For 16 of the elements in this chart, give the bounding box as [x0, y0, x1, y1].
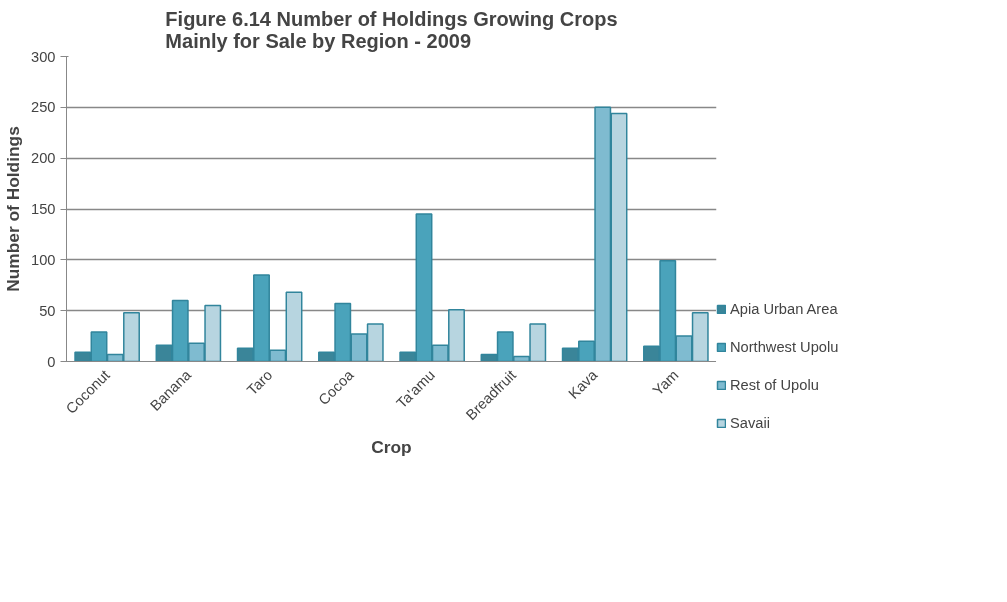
- x-axis-title: Crop: [371, 436, 412, 457]
- x-tick-label: Yam: [649, 366, 682, 399]
- y-tick-label: 300: [31, 48, 56, 65]
- y-tick-label: 200: [31, 150, 56, 167]
- legend-label: Apia Urban Area: [730, 301, 838, 317]
- legend-label: Savaii: [730, 415, 770, 431]
- y-axis-title: Number of Holdings: [3, 126, 24, 292]
- y-tick-label: 100: [31, 251, 56, 268]
- y-tick-label: 150: [31, 201, 56, 217]
- legend-label: Rest of Upolu: [730, 377, 819, 393]
- y-tick-label: 0: [47, 353, 56, 370]
- y-tick-label: 50: [39, 302, 56, 319]
- x-tick-label: Taro: [243, 366, 276, 399]
- chart-title: Figure 6.14 Number of Holdings Growing Crops Mainly for Sale by Region - 2009: [165, 7, 618, 52]
- legend-label: Northwest Upolu: [730, 339, 839, 355]
- y-tick-label: 250: [31, 99, 56, 116]
